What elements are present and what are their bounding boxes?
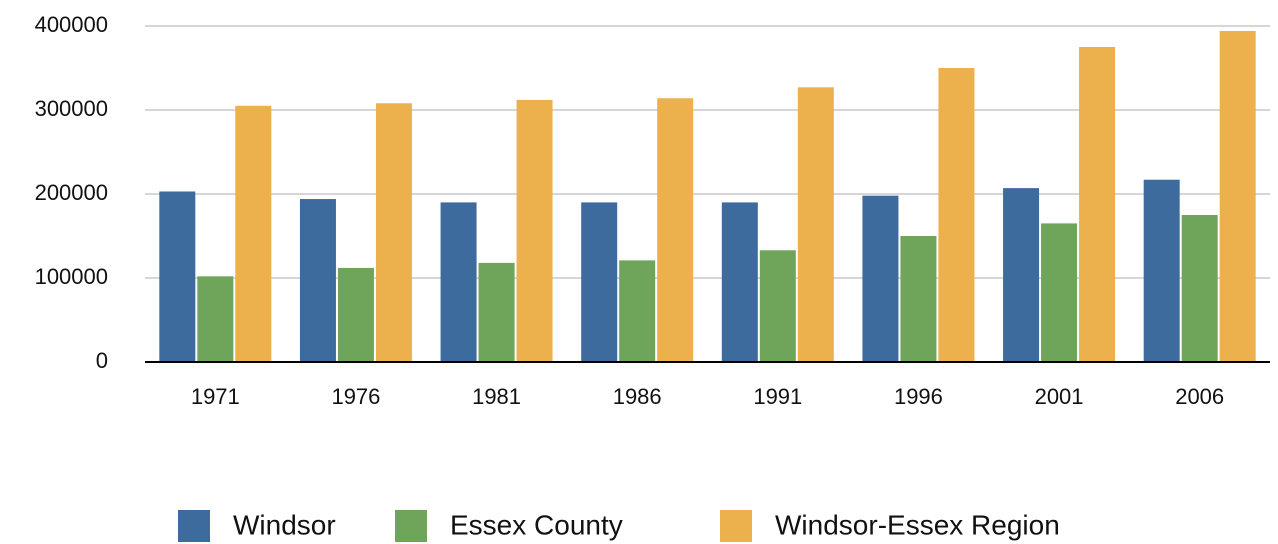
x-tick-label: 2001 [1035,384,1084,409]
y-tick-label: 300000 [35,96,108,121]
x-tick-label: 1996 [894,384,943,409]
legend-swatch [720,510,752,542]
bar [299,199,336,362]
bar [862,195,899,362]
bar [657,98,694,363]
bar [1003,188,1040,362]
bar [581,202,618,362]
bar [478,262,515,362]
y-tick-label: 0 [96,348,108,373]
bar [1181,215,1218,362]
x-tick-label: 1971 [191,384,240,409]
bar [1219,31,1256,362]
bar [797,87,834,362]
legend-swatch [178,510,210,542]
bar [235,105,272,363]
y-tick-label: 200000 [35,180,108,205]
bar [721,202,758,362]
bar [1143,179,1180,362]
bar [375,103,412,362]
x-tick-label: 1986 [613,384,662,409]
x-tick-label: 1991 [753,384,802,409]
bar [938,68,975,362]
legend-label: Windsor [233,509,336,540]
legend-label: Windsor-Essex Region [775,509,1060,540]
x-tick-label: 2006 [1175,384,1224,409]
bar [1041,223,1078,362]
bar [516,99,553,363]
bar [159,191,196,362]
bar [900,236,937,362]
bar [197,276,234,362]
x-tick-label: 1976 [331,384,380,409]
bar [1079,47,1116,362]
y-tick-label: 100000 [35,264,108,289]
bar [440,202,477,362]
x-tick-label: 1981 [472,384,521,409]
bar [619,260,656,362]
bar [337,267,374,362]
y-tick-label: 400000 [35,12,108,37]
bar [759,250,796,362]
legend-swatch [395,510,427,542]
legend-label: Essex County [450,509,623,540]
